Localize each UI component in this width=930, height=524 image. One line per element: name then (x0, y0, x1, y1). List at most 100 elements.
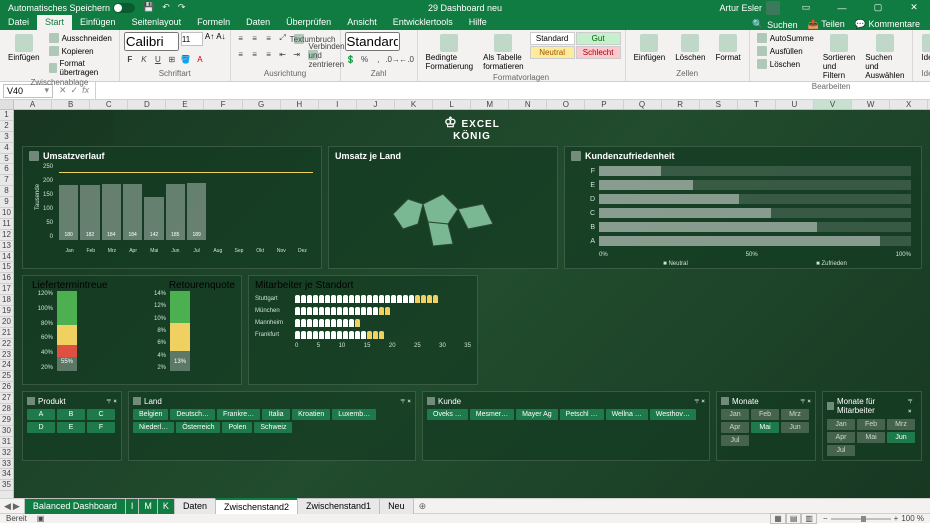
cell-styles-gallery[interactable]: StandardGut NeutralSchlecht (530, 32, 621, 59)
autosum-button[interactable]: AutoSumme (754, 32, 817, 44)
row-header[interactable]: 34 (0, 469, 13, 480)
slicer-button[interactable]: Deutsch… (170, 409, 215, 420)
align-left-icon[interactable]: ≡ (235, 48, 247, 60)
slicer-button[interactable]: Niederl… (133, 422, 174, 433)
row-header[interactable]: 13 (0, 241, 13, 252)
paste-button[interactable]: Einfügen (4, 32, 44, 64)
col-header[interactable]: P (585, 100, 623, 109)
sheet-nav-first-icon[interactable]: ◀ (4, 501, 11, 512)
col-header[interactable]: M (471, 100, 509, 109)
percent-icon[interactable]: % (359, 53, 371, 65)
inc-decimal-icon[interactable]: .0→ (387, 53, 399, 65)
tab-seitenlayout[interactable]: Seitenlayout (124, 14, 190, 30)
format-painter-button[interactable]: Format übertragen (46, 58, 115, 78)
zoom-out-icon[interactable]: − (823, 514, 828, 523)
align-right-icon[interactable]: ≡ (263, 48, 275, 60)
slicer-button[interactable]: Mayer Ag (516, 409, 558, 420)
row-header[interactable]: 28 (0, 404, 13, 415)
font-color-icon[interactable]: A (194, 53, 206, 65)
col-header[interactable]: I (319, 100, 357, 109)
share-button[interactable]: 📤 Teilen (808, 19, 845, 30)
row-header[interactable]: 10 (0, 208, 13, 219)
col-header[interactable]: G (243, 100, 281, 109)
row-header[interactable]: 29 (0, 415, 13, 426)
clear-button[interactable]: Löschen (754, 58, 817, 70)
slicer-button[interactable]: Petschl … (560, 409, 604, 420)
tab-hilfe[interactable]: Hilfe (461, 14, 495, 30)
slicer-button[interactable]: F (87, 422, 115, 433)
filter-icon[interactable]: ⫧ ⨯ (908, 396, 917, 416)
maximize-icon[interactable]: ▢ (862, 0, 894, 15)
row-header[interactable]: 1 (0, 110, 13, 121)
slicer-button[interactable]: Polen (222, 422, 252, 433)
sheet-tab[interactable]: Zwischenstand2 (215, 498, 298, 514)
slicer-button[interactable]: Österreich (176, 422, 220, 433)
slicer-button[interactable]: E (57, 422, 85, 433)
slicer-button[interactable]: A (27, 409, 55, 420)
slicer-button[interactable]: B (57, 409, 85, 420)
orientation-icon[interactable]: ⤢ (277, 32, 289, 44)
zoom-in-icon[interactable]: + (894, 514, 899, 523)
align-top-icon[interactable]: ≡ (235, 32, 247, 44)
close-icon[interactable]: ✕ (898, 0, 930, 15)
col-header[interactable]: T (738, 100, 776, 109)
row-header[interactable]: 19 (0, 306, 13, 317)
font-name-input[interactable] (124, 32, 179, 51)
fill-color-icon[interactable]: 🪣 (180, 53, 192, 65)
row-header[interactable]: 27 (0, 393, 13, 404)
add-sheet-icon[interactable]: ⊕ (413, 501, 433, 512)
tab-start[interactable]: Start (37, 14, 72, 30)
slicer-button[interactable]: Jan (827, 419, 855, 430)
row-header[interactable]: 15 (0, 262, 13, 273)
underline-icon[interactable]: U (152, 53, 164, 65)
slicer-button[interactable]: Schweiz (254, 422, 292, 433)
font-size-input[interactable] (181, 32, 203, 46)
slicer-button[interactable]: Apr (827, 432, 855, 443)
zoom-control[interactable]: − + 100 % (823, 514, 924, 523)
sheet-tab[interactable]: Balanced Dashboard (24, 498, 126, 514)
col-header[interactable]: J (357, 100, 395, 109)
slicer-button[interactable]: Mai (857, 432, 885, 443)
slicer-button[interactable]: Mai (751, 422, 779, 433)
filter-icon[interactable]: ⫧ ⨯ (695, 396, 705, 406)
sort-filter-button[interactable]: Sortieren und Filtern (819, 32, 859, 82)
row-header[interactable]: 8 (0, 186, 13, 197)
row-header[interactable]: 22 (0, 339, 13, 350)
slicer-button[interactable]: Belgien (133, 409, 168, 420)
col-header[interactable]: D (128, 100, 166, 109)
row-header[interactable]: 16 (0, 273, 13, 284)
tab-überprüfen[interactable]: Überprüfen (278, 14, 339, 30)
row-header[interactable]: 24 (0, 360, 13, 371)
page-layout-icon[interactable]: ▤ (786, 513, 802, 524)
col-header[interactable]: F (204, 100, 242, 109)
format-cells-button[interactable]: Format (711, 32, 744, 64)
style-good[interactable]: Gut (576, 32, 621, 45)
filter-icon[interactable]: ⫧ ⨯ (801, 396, 811, 406)
col-header[interactable]: N (509, 100, 547, 109)
slicer-button[interactable]: Feb (857, 419, 885, 430)
style-bad[interactable]: Schlecht (576, 46, 621, 59)
row-header[interactable]: 25 (0, 371, 13, 382)
row-header[interactable]: 31 (0, 437, 13, 448)
slicer-button[interactable]: Jul (721, 435, 749, 446)
ideas-button[interactable]: Ideen (917, 32, 930, 64)
slicer-button[interactable]: C (87, 409, 115, 420)
row-header[interactable]: 11 (0, 219, 13, 230)
sheet-tab[interactable]: I (125, 498, 140, 514)
style-neutral[interactable]: Neutral (530, 46, 575, 59)
sheet-tab[interactable]: Daten (174, 498, 216, 514)
sheet-tab[interactable]: M (138, 498, 158, 514)
sheet-tab[interactable]: Neu (379, 498, 414, 514)
col-header[interactable]: Q (624, 100, 662, 109)
slicer-button[interactable]: Mesmer… (470, 409, 514, 420)
slicer-button[interactable]: Frankre… (217, 409, 260, 420)
row-header[interactable]: 9 (0, 197, 13, 208)
row-header[interactable]: 14 (0, 252, 13, 263)
search-box[interactable]: 🔍 Suchen (752, 19, 798, 30)
insert-cells-button[interactable]: Einfügen (630, 32, 670, 64)
filter-icon[interactable]: ⫧ ⨯ (107, 396, 117, 406)
col-header[interactable]: S (700, 100, 738, 109)
row-header[interactable]: 7 (0, 175, 13, 186)
row-header[interactable]: 2 (0, 121, 13, 132)
conditional-format-button[interactable]: Bedingte Formatierung (422, 32, 478, 73)
